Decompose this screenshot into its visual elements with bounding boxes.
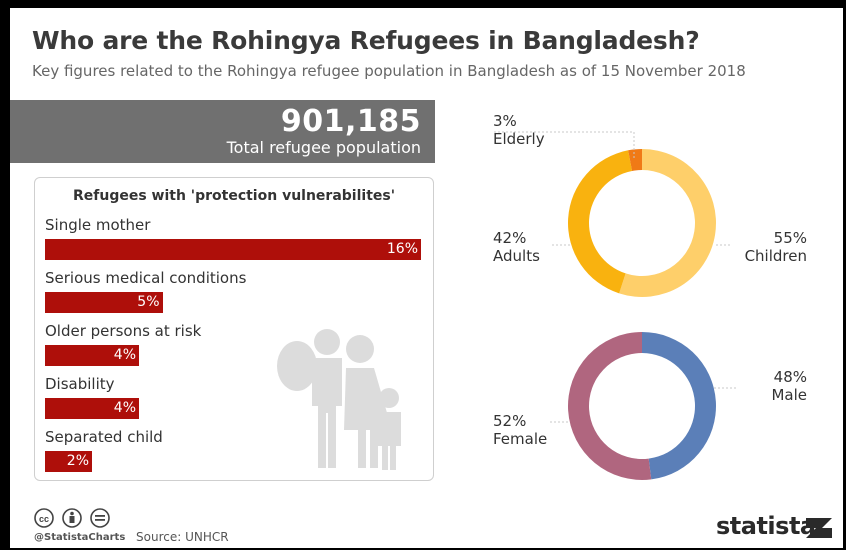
total-value: 901,185 — [280, 104, 421, 139]
children-annotation: 55% Children — [745, 229, 807, 265]
footer-handle: @StatistaCharts — [34, 532, 126, 543]
male-value: 48% — [773, 368, 807, 386]
bar-chart-title: Refugees with 'protection vulnerabilites… — [72, 188, 395, 204]
adults-label: Adults — [493, 247, 540, 265]
vulnerabilities-panel: Refugees with 'protection vulnerabilites… — [34, 177, 434, 481]
donut-slice-male — [642, 332, 716, 480]
male-label: Male — [771, 386, 807, 404]
bar-label: Older persons at risk — [45, 322, 202, 340]
chart-subtitle: Key figures related to the Rohingya refu… — [32, 62, 746, 80]
bar: 4% — [45, 345, 139, 366]
female-annotation: 52% Female — [493, 412, 547, 448]
male-annotation: 48% Male — [771, 368, 807, 404]
creative-commons-icon — [34, 508, 54, 528]
donut-charts — [494, 131, 736, 480]
equals-icon — [90, 508, 110, 528]
elderly-label: Elderly — [493, 130, 545, 148]
donut-slice-adults — [567, 150, 633, 294]
children-label: Children — [744, 247, 807, 265]
bar: 4% — [45, 398, 139, 419]
total-population-box: 901,185 Total refugee population — [10, 100, 435, 163]
elderly-annotation: 3% Elderly — [493, 112, 545, 148]
total-label: Total refugee population — [226, 138, 421, 157]
children-value: 55% — [773, 229, 807, 247]
bar-label: Separated child — [45, 428, 163, 446]
svg-text:cc: cc — [39, 514, 49, 524]
donut-slice-female — [567, 332, 652, 480]
license-icons: cc — [34, 508, 110, 528]
adults-value: 42% — [493, 229, 527, 247]
adults-annotation: 42% Adults — [493, 229, 540, 265]
donut-slice-children — [619, 149, 717, 297]
footer-source: Source: UNHCR — [136, 530, 229, 544]
statista-logo-icon — [806, 518, 832, 538]
elderly-value: 3% — [493, 112, 517, 130]
bar: 2% — [45, 451, 92, 472]
bar: 16% — [45, 239, 421, 260]
statista-logo-text: statista — [716, 512, 816, 540]
bar-label: Serious medical conditions — [45, 269, 247, 287]
bar-label: Disability — [45, 375, 115, 393]
annotation-leader-line — [494, 131, 635, 158]
bar: 5% — [45, 292, 163, 313]
chart-title: Who are the Rohingya Refugees in Banglad… — [32, 26, 700, 55]
donut-slice-elderly — [628, 149, 642, 171]
family-silhouette-icon — [277, 329, 401, 470]
bar-label: Single mother — [45, 216, 151, 234]
female-value: 52% — [493, 412, 527, 430]
attribution-icon — [62, 508, 82, 528]
female-label: Female — [493, 430, 548, 448]
infographic-card: Who are the Rohingya Refugees in Banglad… — [10, 8, 843, 548]
